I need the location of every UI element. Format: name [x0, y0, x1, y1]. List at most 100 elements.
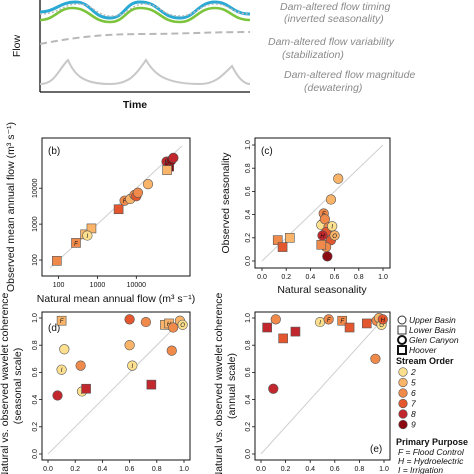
panel-d-ytick-label: 0.8	[32, 340, 39, 350]
panel-e-ytick-label: 1.0	[245, 313, 252, 323]
panel-d-xtick-label: 0.8	[152, 466, 162, 473]
panel-e-one-to-one-line	[260, 317, 385, 455]
panel-e-ytick-label: 0.2	[245, 422, 252, 432]
legend-order-2-label: 2	[410, 367, 416, 377]
panel-b-circle-point	[142, 179, 154, 190]
legend-order-5-swatch	[398, 377, 408, 388]
panel-c-ylabel: Observed seasonality	[220, 152, 232, 254]
annotation-variability: Dam-altered flow variability	[268, 36, 395, 48]
inverted-seasonality-line	[39, 3, 251, 17]
panel-b-ytick-label: 10000	[32, 178, 39, 198]
panel-b-square-point	[162, 165, 172, 175]
panel-d: (d) Natural vs. observed wavelet coheren…	[0, 292, 191, 474]
panel-d-square-point	[146, 379, 157, 390]
panel-d-one-to-one-line	[47, 317, 185, 455]
panel-d-plot: 0.00.20.40.60.81.00.00.20.40.60.81.0FIII…	[32, 313, 189, 473]
legend: Upper Basin Lower Basin Glen Canyon Hoov…	[396, 315, 468, 474]
panel-b-xlabel: Natural mean annual flow (m³ s⁻¹)	[37, 293, 195, 305]
panel-d-circle-point	[140, 316, 152, 328]
panel-d-square-point	[81, 383, 91, 394]
panel-b-plot: 100100010000100100010000FIFHH	[32, 145, 183, 289]
panel-e-square-point	[344, 322, 355, 333]
panel-d-point-purpose-label: O	[180, 323, 185, 329]
panel-e-square-point	[278, 333, 288, 344]
legend-hoover: Hoover	[409, 345, 438, 355]
panel-e: (e) Natural vs. observed wavelet coheren…	[213, 292, 391, 474]
panel-d-circle-point	[124, 340, 135, 351]
panel-e-ytick-label: 0.4	[245, 395, 252, 405]
panel-c-xlabel: Natural seasonality	[277, 284, 367, 296]
panel-d-circle-point	[124, 314, 135, 325]
panel-d-point-purpose-label: I	[131, 364, 133, 370]
panel-c: (c) Natural seasonality Observed seasona…	[220, 137, 391, 296]
panel-d-ytick-label: 0.6	[32, 367, 39, 377]
panel-c-square-point	[272, 235, 283, 245]
legend-lower-basin-symbol	[397, 325, 407, 335]
panel-e-circle-point	[268, 383, 279, 394]
annotation-magnitude: Dam-altered flow magnitude	[284, 69, 415, 81]
panel-c-ytick-label: 0.2	[245, 233, 252, 243]
panel-d-ylabel-line2: (seasonal scale)	[12, 348, 24, 424]
panel-c-xtick-label: 0.0	[257, 274, 267, 281]
panel-c-point-purpose-label: I	[331, 225, 333, 231]
panel-c-point-purpose-label: H	[320, 234, 325, 240]
panel-d-xtick-label: 0.0	[43, 466, 53, 473]
legend-order-7-label: 7	[411, 399, 416, 409]
panel-e-circle-point	[323, 314, 334, 325]
legend-purpose-title: Primary Purpose	[396, 437, 468, 447]
legend-purpose-irrigation: I = Irrigation	[398, 465, 443, 474]
legend-order-7-swatch	[398, 398, 408, 409]
panel-e-point-purpose-label: O	[379, 323, 384, 329]
legend-order-2-swatch	[398, 367, 408, 377]
panel-d-circle-point	[127, 360, 138, 371]
panel-e-xtick-label: 0.0	[256, 466, 266, 473]
panel-d-circle-point	[166, 345, 177, 356]
dewatered-flow-line	[39, 58, 251, 86]
panel-b-circle-point	[82, 230, 93, 241]
panel-c-square-point	[277, 242, 288, 252]
panel-e-xtick-label: 0.2	[281, 466, 291, 473]
panel-d-ytick-label: 0.0	[32, 449, 39, 459]
panel-e-point-purpose-label: F	[327, 318, 331, 324]
panel-c-square-point	[316, 239, 327, 250]
panel-e-point-purpose-label: I	[319, 320, 321, 326]
panel-e-circle-point	[270, 314, 281, 325]
panel-d-xtick-label: 0.4	[98, 466, 108, 473]
panel-e-frame	[254, 311, 391, 461]
panel-e-ytick-label: 0.8	[245, 340, 252, 350]
panel-d-circle-point	[56, 364, 67, 375]
legend-glen-canyon-symbol	[397, 335, 407, 345]
panel-c-square-point	[285, 233, 295, 243]
legend-lower-basin: Lower Basin	[409, 325, 456, 335]
panel-e-ylabel-line2: (annual scale)	[226, 353, 238, 419]
panel-c-circle-point	[329, 230, 340, 241]
stabilized-flow-line	[39, 31, 251, 45]
legend-order-9-swatch	[398, 419, 408, 430]
panel-b-point-purpose-label: I	[87, 234, 89, 240]
panel-b-circle-point	[168, 152, 179, 163]
panel-c-xtick-label: 0.6	[330, 274, 340, 281]
panel-d-circle-point	[177, 319, 188, 330]
annotation-timing: Dam-altered flow timing	[280, 1, 390, 13]
panel-a-ylabel: Flow	[11, 34, 23, 57]
panel-e-xtick-label: 0.8	[355, 466, 365, 473]
legend-order-6-swatch	[398, 388, 408, 398]
panel-d-xtick-label: 1.0	[179, 466, 189, 473]
panel-d-ylabel-line1: Natural vs. observed wavelet coherence	[0, 292, 11, 474]
panel-d-circle-point	[52, 390, 63, 401]
panel-e-ylabel-line1: Natural vs. observed wavelet coherence	[213, 292, 225, 474]
legend-order-8-label: 8	[411, 409, 416, 419]
panel-e-square-point	[337, 315, 347, 326]
panel-e-ytick-label: 0.6	[245, 367, 252, 377]
legend-order-5-label: 5	[411, 378, 416, 388]
panel-d-square-point	[56, 315, 67, 326]
annotation-variability-sub: (stabilization)	[282, 49, 344, 61]
panel-e-ytick-label: 0.0	[245, 449, 252, 459]
legend-hoover-symbol	[397, 345, 407, 355]
panel-a: Flow Time Dam-altered flow timing (inver…	[11, 0, 415, 111]
panel-b-ylabel: Observed mean annual flow (m³ s⁻¹)	[5, 122, 17, 292]
panel-d-point-purpose-label: F	[60, 319, 64, 325]
panel-d-xtick-label: 0.6	[125, 466, 135, 473]
legend-upper-basin: Upper Basin	[409, 315, 456, 325]
annotation-magnitude-sub: (dewatering)	[304, 82, 362, 94]
